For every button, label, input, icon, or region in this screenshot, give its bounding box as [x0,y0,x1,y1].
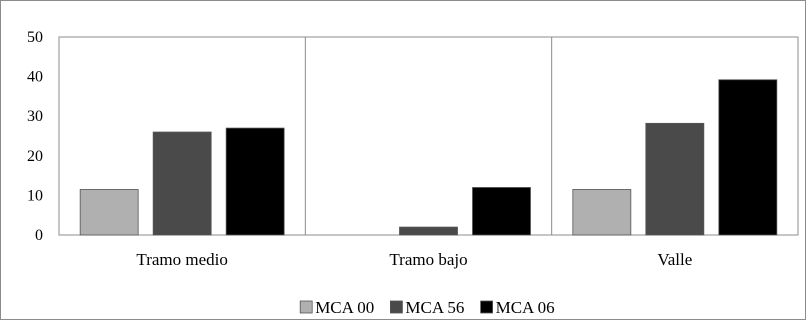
y-tick-label: 10 [27,187,43,204]
x-category-label: Tramo medio [136,250,227,269]
legend-swatch [480,300,494,314]
y-tick-label: 30 [27,108,43,125]
legend-swatch [299,300,313,314]
x-category-label: Valle [657,250,692,269]
bar [718,79,778,236]
x-category-label: Tramo bajo [389,250,467,269]
bar [152,131,212,236]
bar [472,187,531,236]
y-tick-label: 20 [27,148,43,165]
bar [572,189,632,236]
bar [645,122,705,236]
y-tick-label: 0 [35,227,43,244]
bar [79,189,139,236]
bar [225,127,285,236]
legend-label: MCA 00 [315,298,374,317]
legend-label: MCA 06 [496,298,555,317]
y-tick-label: 40 [27,69,43,86]
legend-label: MCA 56 [405,298,464,317]
legend-swatch [389,300,403,314]
y-tick-label: 50 [27,29,43,46]
bar [399,226,458,236]
